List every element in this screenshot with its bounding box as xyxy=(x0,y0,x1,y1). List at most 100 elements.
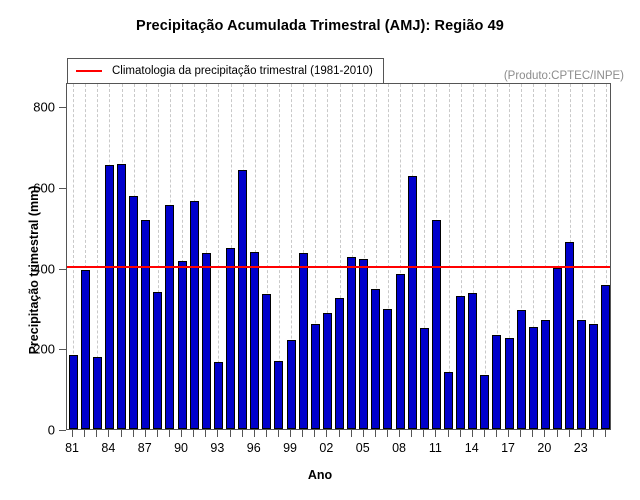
y-tick-label: 400 xyxy=(33,261,55,277)
x-tick xyxy=(399,430,401,437)
x-tick xyxy=(386,430,388,437)
x-tick xyxy=(108,430,110,437)
x-tick xyxy=(193,430,195,437)
gridline xyxy=(85,84,87,429)
x-tick xyxy=(205,430,207,437)
bar xyxy=(504,337,514,429)
gridline xyxy=(387,84,389,429)
bar xyxy=(322,312,332,429)
bar xyxy=(553,268,562,429)
legend: Climatologia da precipitação trimestral … xyxy=(67,58,384,84)
x-tick-label: 99 xyxy=(283,441,297,455)
chart-title: Precipitação Acumulada Trimestral (AMJ):… xyxy=(136,18,504,34)
gridline xyxy=(363,84,365,429)
gridline xyxy=(557,84,559,429)
x-tick xyxy=(302,430,304,437)
gridline xyxy=(424,84,426,429)
x-tick-label: 20 xyxy=(537,441,552,455)
gridline xyxy=(581,84,583,429)
bar xyxy=(298,253,308,429)
y-tick-label: 800 xyxy=(33,99,55,115)
bar xyxy=(383,308,393,429)
x-tick-label: 05 xyxy=(355,441,370,455)
x-tick-label: 17 xyxy=(501,441,515,455)
x-tick-label: 23 xyxy=(573,441,588,455)
x-tick xyxy=(423,430,425,437)
x-tick-label: 14 xyxy=(464,441,479,455)
x-tick xyxy=(217,430,219,437)
y-tick xyxy=(59,430,66,431)
bar xyxy=(262,294,272,429)
gridline xyxy=(73,84,75,429)
x-tick xyxy=(520,430,522,437)
gridline xyxy=(351,84,353,429)
x-tick xyxy=(495,430,497,437)
x-tick-label: 93 xyxy=(210,441,225,455)
bar xyxy=(540,320,550,429)
x-axis-title: Ano xyxy=(307,468,333,482)
x-tick xyxy=(132,430,134,437)
bar xyxy=(310,323,320,429)
gridline xyxy=(278,84,280,429)
bar xyxy=(456,295,466,429)
x-tick xyxy=(532,430,534,437)
gridline xyxy=(460,84,462,429)
bar xyxy=(141,219,151,429)
x-tick xyxy=(435,430,437,437)
gridline xyxy=(157,84,159,429)
x-tick xyxy=(253,430,255,437)
bar xyxy=(516,309,526,429)
plot-area xyxy=(66,83,611,430)
x-tick xyxy=(544,430,546,437)
gridline xyxy=(509,84,511,429)
bar xyxy=(347,257,357,429)
bar xyxy=(153,292,163,429)
y-axis-title: Precipitação trimestral (mm) xyxy=(27,185,41,355)
x-tick xyxy=(568,430,570,437)
gridline xyxy=(484,84,486,429)
x-tick xyxy=(290,430,292,437)
bar xyxy=(165,204,175,429)
bar xyxy=(129,196,139,429)
bar xyxy=(492,334,502,429)
bar xyxy=(226,247,235,429)
climatology-reference-line xyxy=(67,265,610,268)
bar xyxy=(68,354,78,429)
gridline xyxy=(496,84,498,429)
gridline xyxy=(339,84,341,429)
x-tick xyxy=(229,430,231,437)
gridline xyxy=(97,84,99,429)
x-tick xyxy=(447,430,449,437)
bar xyxy=(213,362,223,429)
x-tick xyxy=(483,430,485,437)
bar xyxy=(395,274,405,429)
y-tick xyxy=(59,268,66,270)
x-tick xyxy=(362,430,364,437)
bar xyxy=(431,219,441,429)
x-tick xyxy=(556,430,558,437)
bar xyxy=(565,241,575,429)
x-tick xyxy=(72,430,74,437)
gridline xyxy=(375,84,377,429)
x-tick xyxy=(314,430,316,437)
gridline xyxy=(182,84,184,429)
x-tick xyxy=(84,430,86,437)
legend-label: Climatologia da precipitação trimestral … xyxy=(112,65,373,77)
x-tick-label: 84 xyxy=(101,441,116,455)
bar xyxy=(177,261,187,429)
bar xyxy=(601,285,610,429)
bar xyxy=(444,372,453,429)
bar xyxy=(117,164,126,429)
gridline xyxy=(448,84,450,429)
x-tick-label: 81 xyxy=(65,441,79,455)
bar xyxy=(407,176,417,429)
x-tick-label: 87 xyxy=(137,441,152,455)
bar xyxy=(468,292,478,429)
y-tick-label: 0 xyxy=(47,422,55,438)
gridline xyxy=(400,84,402,429)
x-tick xyxy=(350,430,352,437)
x-axis: 81 84 87 90 93 96 99 02 05 08 11 14 17 20 23 xyxy=(65,430,611,490)
y-tick-label: 600 xyxy=(33,180,55,196)
gridline xyxy=(533,84,535,429)
legend-line-icon xyxy=(76,70,102,72)
